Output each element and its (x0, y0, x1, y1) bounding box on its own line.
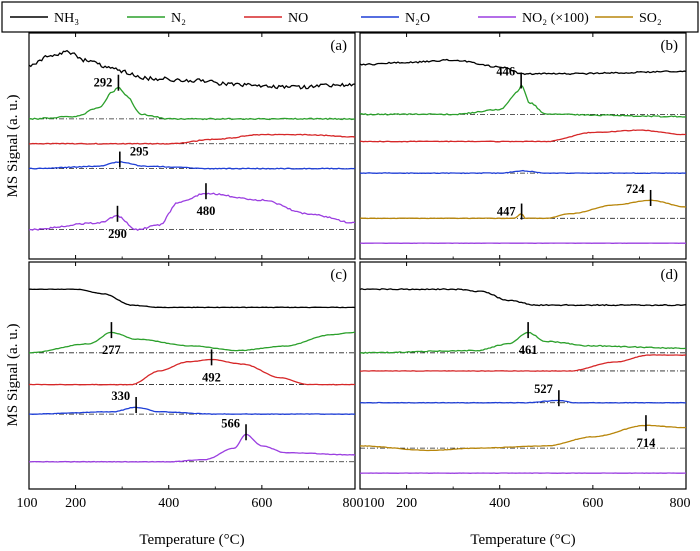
x-axis-label-right: Temperature (°C) (470, 532, 575, 548)
series-n2 (360, 83, 687, 118)
series-so2 (359, 424, 687, 452)
series-n2o (29, 406, 356, 415)
legend: NH₃ N₂ NO N₂O NO₂ (×100) SO₂ (10, 11, 662, 26)
panel-c: 100 200 400 600 800 277 492 330 566 (c) (17, 262, 364, 511)
legend-label-so: SO₂ (639, 11, 662, 26)
panel-b: 446 447 724 (b) (359, 33, 687, 259)
peak-label-295: 295 (130, 145, 149, 159)
legend-label-no: NO (288, 11, 308, 26)
series-no2-100 (28, 192, 356, 231)
panel-b-frame (359, 32, 687, 260)
panel-d-frame (359, 261, 687, 490)
legend-label-nh: NH₃ (54, 11, 79, 26)
series-nh3 (359, 58, 687, 76)
panel-label-c: (c) (330, 267, 347, 283)
series-nh3 (29, 288, 356, 309)
peak-label-290: 290 (108, 227, 127, 241)
series-no (359, 129, 687, 143)
series-n2o (28, 161, 356, 170)
x-tick-label-200: 200 (65, 496, 86, 511)
panel-label-d: (d) (661, 267, 679, 283)
series-n2 (359, 331, 687, 355)
series-no (360, 354, 687, 372)
series-nh3 (359, 288, 687, 307)
legend-label-n: N₂ (171, 11, 186, 26)
peak-label-566: 566 (221, 416, 240, 430)
y-axis-label-bottom: MS Signal (a. u.) (5, 324, 21, 427)
series-no2-100 (28, 433, 356, 463)
plot-area: 292 295 290 480 (a) 446 447 724 (b) 100 200 400 600 8… (17, 33, 691, 511)
x-tick-label-100: 100 (364, 496, 385, 511)
panel-label-a: (a) (330, 38, 347, 54)
series-n2o (359, 399, 687, 404)
peak-label-461: 461 (519, 343, 538, 357)
x-tick-label-400: 400 (158, 496, 179, 511)
peak-label-330: 330 (111, 389, 130, 403)
panel-a-frame (28, 32, 356, 260)
peak-label-480: 480 (197, 204, 216, 218)
peak-label-527: 527 (534, 382, 553, 396)
x-tick-label-100: 100 (17, 496, 38, 511)
peak-label-447: 447 (497, 205, 516, 219)
legend-box (1, 1, 699, 33)
legend-label-no-100: NO₂ (×100) (522, 11, 589, 26)
panel-a: 292 295 290 480 (a) (28, 33, 356, 259)
series-no (29, 133, 356, 145)
peak-label-714: 714 (637, 436, 657, 450)
peak-label-292: 292 (94, 76, 113, 90)
x-tick-label-600: 600 (582, 496, 603, 511)
x-tick-label-800: 800 (670, 496, 691, 511)
series-n2 (28, 331, 356, 354)
series-n2o (359, 169, 687, 175)
x-tick-label-200: 200 (396, 496, 417, 511)
peak-label-277: 277 (102, 343, 121, 357)
peak-label-724: 724 (626, 182, 646, 196)
series-no (28, 358, 355, 386)
peak-label-446: 446 (496, 64, 515, 78)
legend-label-n-o: N₂O (405, 11, 430, 26)
panel-d: 200 400 600 800 100 461 527 714 (d) (359, 262, 691, 511)
x-tick-label-800: 800 (343, 496, 364, 511)
series-nh3 (28, 49, 356, 90)
peak-label-492: 492 (202, 370, 221, 384)
x-tick-label-400: 400 (489, 496, 510, 511)
y-axis-label-top: MS Signal (a. u.) (5, 95, 21, 198)
x-axis-label-left: Temperature (°C) (139, 532, 244, 548)
x-tick-label-600: 600 (251, 496, 272, 511)
series-so2 (359, 199, 687, 220)
panel-label-b: (b) (661, 38, 679, 54)
panel-c-frame (28, 261, 356, 490)
series-n2 (28, 87, 356, 121)
